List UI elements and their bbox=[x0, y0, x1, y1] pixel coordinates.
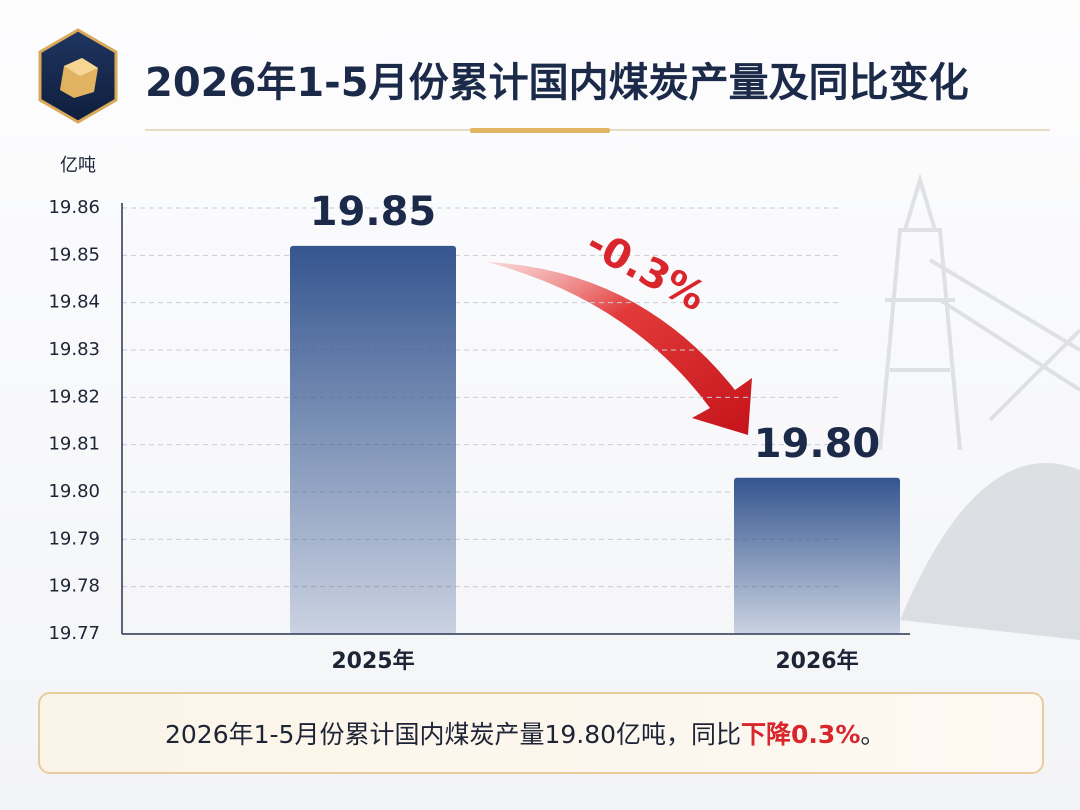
y-tick-label: 19.81 bbox=[48, 434, 100, 455]
x-tick-label: 2026年 bbox=[775, 648, 858, 674]
y-tick-label: 19.78 bbox=[48, 576, 100, 597]
plot: 19.77 19.78 19.79 19.80 19.81 19.82 19.83 19.84… bbox=[48, 189, 910, 674]
value-label: 19.85 bbox=[310, 189, 437, 235]
note-text: 。 bbox=[860, 720, 886, 749]
y-tick-label: 19.82 bbox=[48, 386, 100, 407]
note: 2026年1-5月份累计国内煤炭产量19.80亿吨，同比下降0.3%。 bbox=[165, 694, 885, 776]
title-icon bbox=[38, 28, 118, 124]
note-highlight: 下降0.3% bbox=[741, 720, 861, 749]
y-tick-label: 19.77 bbox=[48, 623, 100, 644]
y-tick-label: 19.86 bbox=[48, 197, 100, 218]
y-tick-label: 19.79 bbox=[48, 528, 100, 549]
y-tick-label: 19.84 bbox=[48, 292, 100, 313]
x-tick-label: 2025年 bbox=[331, 648, 414, 674]
change-arrow bbox=[487, 262, 752, 435]
y-tick-label: 19.85 bbox=[48, 244, 100, 265]
y-axis-label: 亿吨 bbox=[60, 155, 96, 176]
bar bbox=[290, 245, 456, 634]
y-tick-label: 19.83 bbox=[48, 339, 100, 360]
note-text: 2026年1-5月份累计国内煤炭产量19.80亿吨，同比 bbox=[165, 720, 742, 749]
background-industry bbox=[878, 173, 1080, 640]
note-box: 2026年1-5月份累计国内煤炭产量19.80亿吨，同比下降0.3%。 bbox=[38, 692, 1044, 774]
bar bbox=[734, 477, 900, 634]
y-tick-label: 19.80 bbox=[48, 481, 100, 502]
title-accent bbox=[470, 128, 610, 133]
chart-title: 2026年1-5月份累计国内煤炭产量及同比变化 bbox=[145, 60, 969, 106]
value-label: 19.80 bbox=[754, 421, 881, 467]
